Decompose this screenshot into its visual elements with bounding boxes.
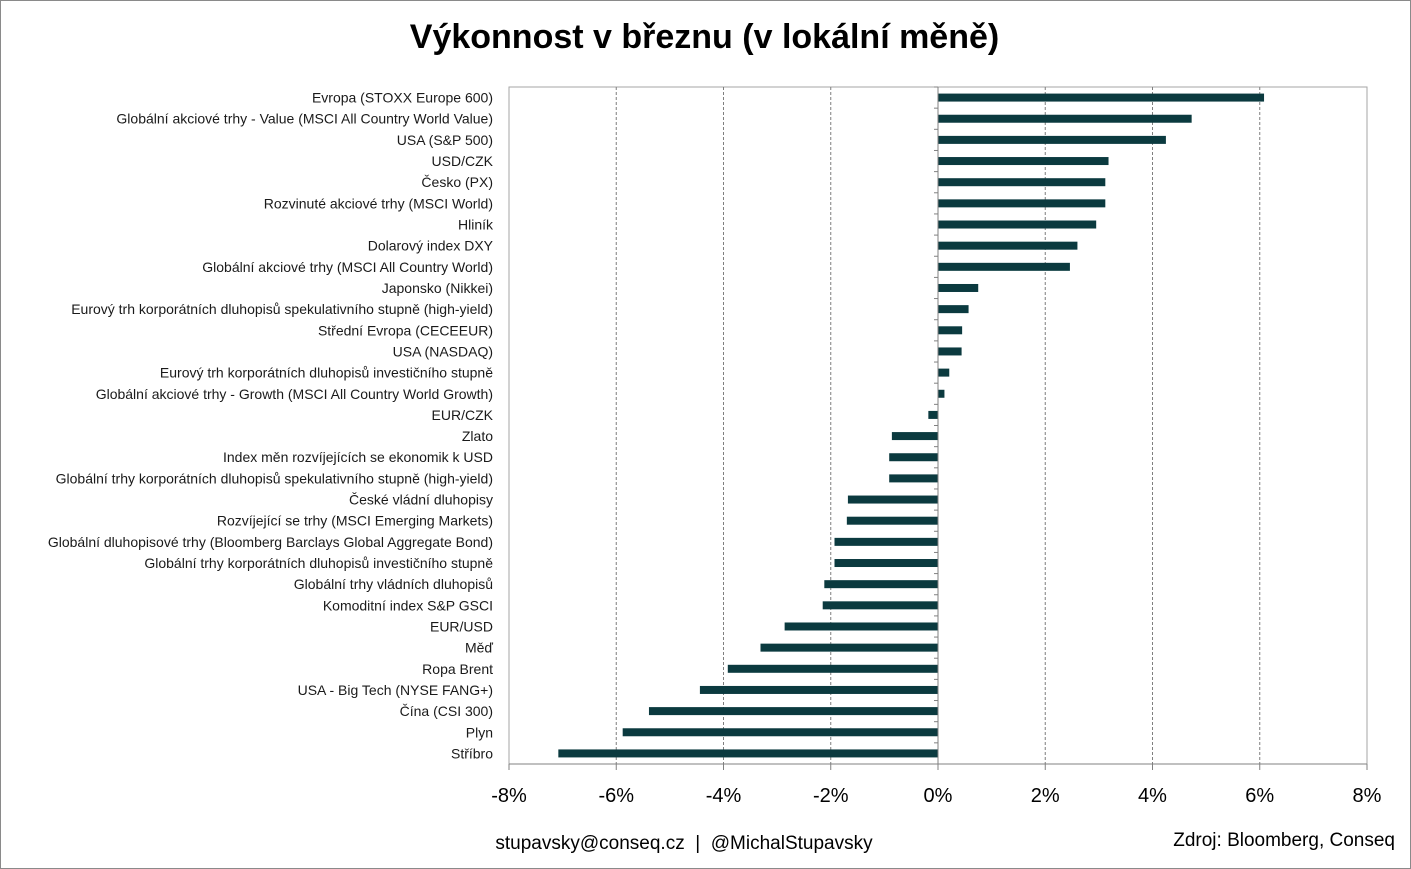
bar (622, 728, 938, 737)
category-label: Evropa (STOXX Europe 600) (312, 90, 493, 106)
category-label: Globální dluhopisové trhy (Bloomberg Bar… (48, 534, 493, 550)
category-label: Plyn (466, 724, 493, 740)
category-label: Globální akciové trhy (MSCI All Country … (202, 259, 493, 275)
bar (891, 432, 938, 441)
category-label: Střední Evropa (CECEEUR) (318, 322, 493, 338)
category-label: Komoditní index S&P GSCI (323, 597, 493, 613)
category-label: Globální trhy korporátních dluhopisů inv… (144, 555, 493, 571)
bar (648, 707, 938, 716)
category-label: České vládní dluhopisy (349, 492, 493, 508)
category-label: Rozvinuté akciové trhy (MSCI World) (264, 195, 493, 211)
category-label: Globální akciové trhy - Growth (MSCI All… (96, 386, 493, 402)
chart-title: Výkonnost v březnu (v lokální měně) (409, 18, 1000, 56)
bar (558, 749, 938, 758)
bar (889, 453, 938, 462)
x-tick-label: 8% (1353, 785, 1382, 807)
category-label: Zlato (462, 428, 493, 444)
category-label: Stříbro (451, 745, 493, 761)
bar (784, 622, 938, 631)
bar (834, 559, 938, 568)
bar (699, 685, 938, 694)
bar (938, 220, 1097, 229)
footer-contact: stupavsky@conseq.cz | @MichalStupavsky (495, 833, 873, 854)
bar (938, 326, 963, 335)
category-label: Index měn rozvíjejících se ekonomik k US… (223, 449, 493, 465)
x-tick-label: 4% (1138, 785, 1167, 807)
bar (938, 199, 1106, 208)
category-label: Globální akciové trhy - Value (MSCI All … (116, 111, 493, 127)
bar (847, 495, 938, 504)
x-tick-label: 0% (924, 785, 953, 807)
category-label: USA (S&P 500) (397, 132, 493, 148)
bar (938, 262, 1070, 271)
bar (938, 178, 1106, 187)
bar (928, 410, 938, 419)
bar (938, 157, 1109, 166)
x-tick-label: -6% (598, 785, 634, 807)
bar (938, 389, 945, 398)
bar (846, 516, 938, 525)
category-label: Japonsko (Nikkei) (382, 280, 493, 296)
bar (938, 93, 1265, 102)
x-tick-label: -2% (813, 785, 849, 807)
bar (938, 135, 1166, 144)
category-label: Měď (465, 640, 493, 656)
x-tick-label: -8% (491, 785, 527, 807)
bar (824, 580, 938, 589)
category-label: EUR/USD (430, 618, 493, 634)
bar (760, 643, 938, 652)
bar (822, 601, 938, 610)
x-tick-label: 2% (1031, 785, 1060, 807)
category-label: Rozvíjející se trhy (MSCI Emerging Marke… (217, 513, 493, 529)
x-tick-label: -4% (706, 785, 742, 807)
bar (938, 368, 950, 377)
footer-source: Zdroj: Bloomberg, Conseq (1173, 830, 1395, 851)
category-label: Ropa Brent (422, 661, 493, 677)
category-label: Dolarový index DXY (368, 238, 494, 254)
category-label: Hliník (458, 217, 494, 233)
tick-labels: -8% -6% -4% -2% 0% 2% 4% 6% 8% (491, 785, 1381, 807)
bar (938, 241, 1078, 250)
category-label: USD/CZK (432, 153, 494, 169)
bar (938, 114, 1192, 123)
category-label: Čína (CSI 300) (400, 703, 493, 719)
category-labels: Evropa (STOXX Europe 600) Globální akciov… (48, 90, 494, 762)
category-label: Globální trhy korporátních dluhopisů spe… (56, 470, 493, 486)
category-label: USA - Big Tech (NYSE FANG+) (298, 682, 493, 698)
bar (938, 283, 979, 292)
category-label: Globální trhy vládních dluhopisů (294, 576, 493, 592)
axes (508, 86, 1368, 770)
bar (889, 474, 938, 483)
category-label: Česko (PX) (421, 174, 493, 190)
bars (558, 93, 1265, 758)
category-label: EUR/CZK (432, 407, 494, 423)
category-label: Eurový trh korporátních dluhopisů spekul… (71, 301, 493, 317)
bar (938, 347, 962, 356)
category-label: Eurový trh korporátních dluhopisů invest… (160, 365, 493, 381)
bar (938, 305, 969, 314)
x-tick-label: 6% (1245, 785, 1274, 807)
bar (727, 664, 938, 673)
category-label: USA (NASDAQ) (393, 343, 493, 359)
bar (834, 537, 938, 546)
